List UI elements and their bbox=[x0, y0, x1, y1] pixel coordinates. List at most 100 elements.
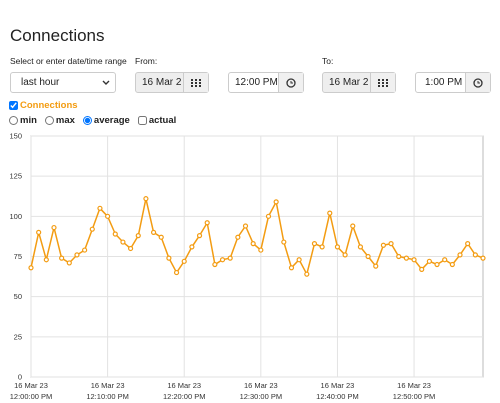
mode-options: min max average actual bbox=[9, 115, 176, 126]
chart: 0 25 50 75 100 125 150 16 Mar 23 12:00:00 PM 16 M… bbox=[9, 132, 486, 401]
mode-radio[interactable] bbox=[82, 116, 92, 125]
calendar-button[interactable] bbox=[183, 73, 208, 92]
point bbox=[334, 244, 341, 250]
point bbox=[51, 224, 57, 231]
point bbox=[472, 252, 478, 258]
point bbox=[59, 255, 65, 261]
point bbox=[357, 244, 364, 250]
mode-option[interactable]: max bbox=[44, 115, 75, 126]
point bbox=[342, 252, 348, 258]
point bbox=[189, 244, 195, 250]
from-date-text: 16 Mar 2 bbox=[142, 77, 182, 88]
mode-label: average bbox=[93, 115, 130, 126]
point bbox=[350, 223, 356, 229]
point bbox=[120, 239, 126, 245]
mode-radio[interactable] bbox=[9, 116, 18, 125]
x-tick-label: 16 Mar 23 bbox=[244, 381, 278, 390]
actual-option[interactable]: actual bbox=[137, 115, 177, 126]
from-time[interactable]: 12:00 PM bbox=[228, 72, 304, 93]
series-toggle[interactable]: Connections bbox=[9, 100, 78, 111]
point bbox=[112, 231, 118, 237]
page-title: Connections bbox=[10, 26, 105, 45]
point bbox=[327, 210, 333, 216]
clock-button[interactable] bbox=[278, 73, 303, 92]
point bbox=[143, 196, 149, 202]
mode-option[interactable]: average bbox=[82, 115, 130, 126]
y-tick-label: 100 bbox=[9, 212, 22, 221]
point bbox=[173, 269, 180, 276]
point bbox=[135, 233, 141, 239]
y-tick-label: 150 bbox=[9, 132, 22, 141]
x-tick-label: 16 Mar 23 bbox=[397, 381, 431, 390]
point bbox=[181, 258, 187, 264]
from-label: From: bbox=[135, 56, 158, 66]
point bbox=[449, 261, 455, 268]
x-tick-label: 16 Mar 23 bbox=[91, 381, 125, 390]
calendar-button[interactable] bbox=[370, 73, 395, 92]
point bbox=[311, 241, 318, 247]
point bbox=[304, 271, 310, 277]
point bbox=[373, 263, 379, 269]
point bbox=[258, 247, 264, 253]
mode-label: max bbox=[55, 115, 75, 126]
point bbox=[419, 266, 425, 272]
point bbox=[227, 255, 233, 261]
point bbox=[411, 257, 417, 263]
range-value: last hour bbox=[21, 77, 60, 88]
point bbox=[43, 257, 49, 263]
legend-label: Connections bbox=[20, 100, 78, 111]
point bbox=[196, 233, 203, 239]
range-label: Select or enter date/time range bbox=[10, 56, 127, 66]
from-date[interactable]: 16 Mar 2 bbox=[135, 72, 209, 93]
point bbox=[480, 255, 486, 261]
to-time-text: 1:00 PM bbox=[425, 77, 463, 88]
mode-option[interactable]: min bbox=[9, 115, 37, 126]
clock-button[interactable] bbox=[465, 73, 490, 92]
point bbox=[388, 241, 394, 247]
dropdown-arrow bbox=[102, 80, 110, 85]
series-checkbox[interactable] bbox=[9, 101, 18, 110]
point bbox=[150, 229, 157, 236]
actual-label: actual bbox=[148, 115, 177, 126]
to-date-text: 16 Mar 2 bbox=[329, 77, 369, 88]
point bbox=[66, 260, 72, 266]
x-tick-label: 16 Mar 23 bbox=[14, 381, 48, 390]
point bbox=[442, 257, 448, 263]
x-tick-label: 12:40:00 PM bbox=[316, 392, 359, 401]
point bbox=[288, 265, 295, 271]
point bbox=[158, 234, 164, 240]
y-tick-label: 25 bbox=[14, 332, 22, 341]
point bbox=[380, 242, 387, 248]
calendar-icon bbox=[378, 78, 388, 87]
mode-radio[interactable] bbox=[44, 116, 54, 125]
clock-icon bbox=[473, 77, 483, 88]
to-time[interactable]: 1:00 PM bbox=[415, 72, 491, 93]
point bbox=[296, 257, 302, 263]
x-tick-label: 16 Mar 23 bbox=[321, 381, 355, 390]
point bbox=[396, 253, 402, 260]
point bbox=[127, 245, 134, 252]
point bbox=[82, 247, 88, 253]
point bbox=[36, 229, 42, 236]
x-tick-label: 12:10:00 PM bbox=[86, 392, 129, 401]
point bbox=[105, 213, 111, 219]
point bbox=[212, 261, 218, 268]
point bbox=[403, 255, 409, 261]
point bbox=[319, 244, 325, 250]
point bbox=[74, 252, 80, 258]
point bbox=[242, 223, 249, 229]
x-tick-label: 12:20:00 PM bbox=[163, 392, 206, 401]
range-select[interactable]: last hour bbox=[10, 72, 116, 93]
y-tick-label: 125 bbox=[9, 172, 22, 181]
point bbox=[281, 239, 287, 245]
actual-checkbox[interactable] bbox=[137, 116, 147, 125]
from-time-text: 12:00 PM bbox=[235, 77, 278, 88]
point bbox=[250, 241, 256, 247]
point bbox=[204, 220, 210, 226]
point bbox=[97, 205, 103, 211]
to-date[interactable]: 16 Mar 2 bbox=[322, 72, 396, 93]
point bbox=[465, 241, 471, 247]
point bbox=[426, 258, 432, 264]
point bbox=[219, 257, 226, 263]
